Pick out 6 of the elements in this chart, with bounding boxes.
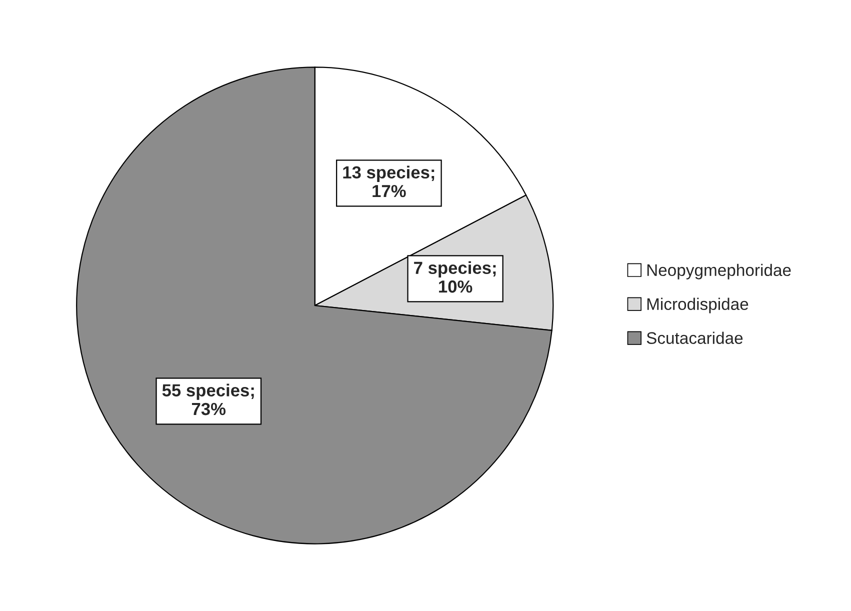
data-label: 55 species; 73% — [162, 384, 254, 416]
legend-label: Neopygmephoridae — [647, 264, 791, 280]
legend-label: Scutacaridae — [646, 332, 743, 344]
legend-label: Microdispidae — [647, 298, 748, 314]
data-label: 13 species; 17% — [343, 166, 434, 198]
data-label: 7 species; 10% — [414, 261, 496, 293]
